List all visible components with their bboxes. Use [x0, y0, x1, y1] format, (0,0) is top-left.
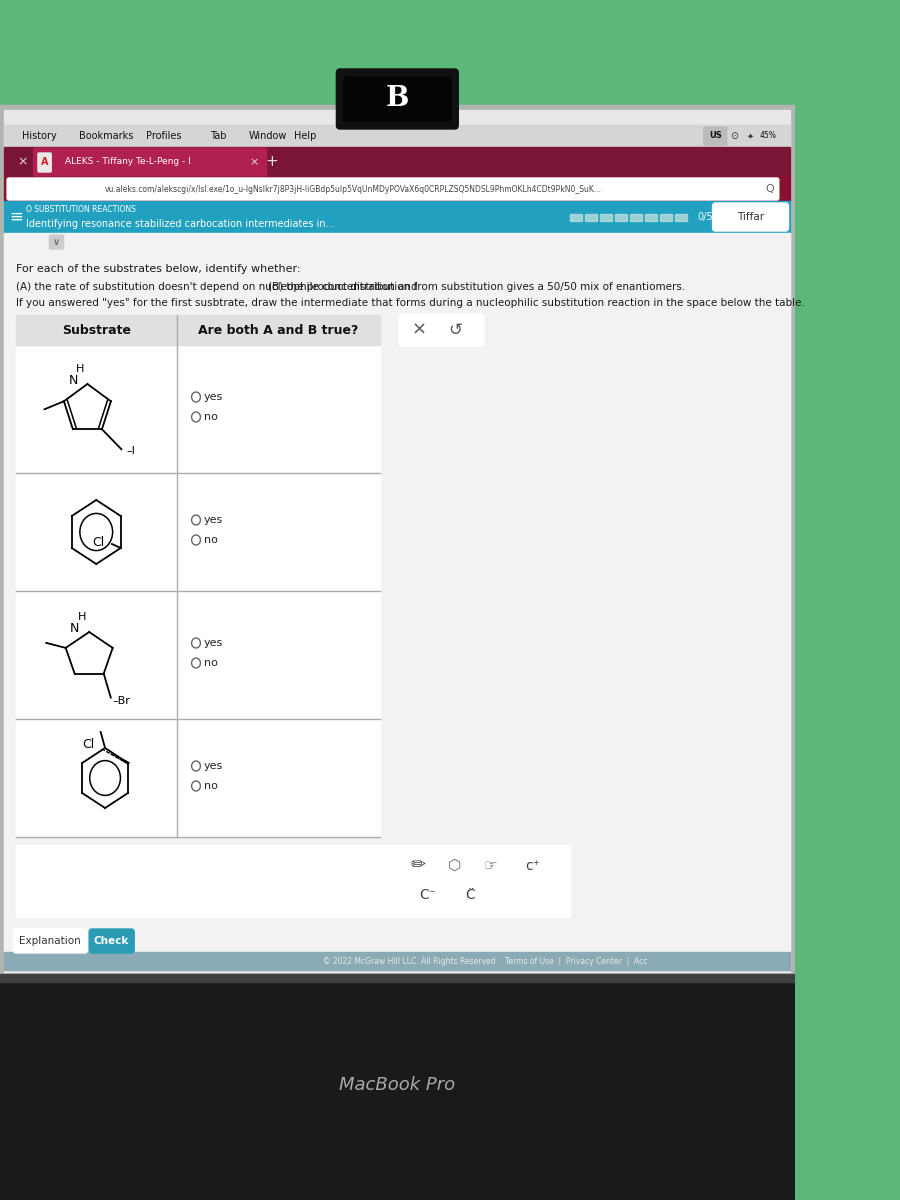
Bar [4, 176, 790, 200]
Bar [570, 214, 582, 221]
Text: ✦: ✦ [747, 132, 754, 140]
Text: N: N [68, 373, 78, 386]
FancyBboxPatch shape [33, 148, 266, 176]
Text: ⊙: ⊙ [731, 131, 739, 140]
Text: 45%: 45% [760, 132, 777, 140]
Text: O SUBSTITUTION REACTIONS: O SUBSTITUTION REACTIONS [26, 205, 137, 215]
Text: Cl: Cl [93, 535, 104, 548]
Text: ⬡: ⬡ [448, 858, 462, 874]
Text: Identifying resonance stabilized carbocation intermediates in...: Identifying resonance stabilized carboca… [26, 220, 335, 229]
FancyBboxPatch shape [713, 203, 788, 230]
Text: Q: Q [766, 184, 774, 194]
Bar [630, 214, 642, 221]
Text: For each of the substrates below, identify whether:: For each of the substrates below, identi… [16, 264, 301, 274]
Text: C⁻: C⁻ [419, 888, 436, 901]
Text: Explanation: Explanation [20, 936, 81, 946]
Text: yes: yes [204, 392, 223, 402]
FancyBboxPatch shape [38, 152, 51, 172]
Bar [0, 974, 795, 982]
Text: ∨: ∨ [53, 236, 60, 247]
Text: © 2022 McGraw Hill LLC. All Rights Reserved.   Terms of Use  |  Privacy Center  : © 2022 McGraw Hill LLC. All Rights Reser… [323, 956, 648, 966]
Bar [0, 970, 795, 1200]
Text: ALEKS - Tiffany Te-L-Peng - l: ALEKS - Tiffany Te-L-Peng - l [65, 157, 191, 167]
Text: –Br: –Br [112, 696, 130, 706]
Bar [644, 214, 657, 221]
Text: A: A [41, 157, 49, 167]
Bar [4, 110, 790, 972]
Text: yes: yes [204, 761, 223, 770]
Text: ☞: ☞ [483, 858, 497, 874]
Text: ×: × [412, 320, 427, 338]
Bar [4, 200, 790, 233]
Bar [0, 104, 795, 974]
FancyBboxPatch shape [89, 929, 134, 953]
Bar [4, 125, 790, 146]
Text: Window: Window [249, 131, 287, 140]
Text: C̈: C̈ [465, 888, 475, 901]
Text: H: H [76, 364, 85, 374]
FancyBboxPatch shape [14, 929, 87, 953]
Bar [4, 233, 790, 251]
Bar [16, 314, 380, 346]
FancyBboxPatch shape [7, 178, 778, 200]
FancyBboxPatch shape [399, 847, 559, 914]
Text: Tab: Tab [210, 131, 227, 140]
Text: Bookmarks: Bookmarks [79, 131, 134, 140]
Text: –I: –I [127, 446, 136, 456]
Bar [16, 314, 380, 838]
Text: Check: Check [94, 936, 129, 946]
Text: ×: × [249, 157, 259, 167]
Text: no: no [204, 781, 218, 791]
FancyBboxPatch shape [404, 851, 433, 881]
FancyBboxPatch shape [344, 77, 451, 121]
Bar [16, 845, 570, 917]
FancyBboxPatch shape [704, 127, 726, 145]
Text: US: US [709, 132, 722, 140]
Text: B: B [385, 85, 409, 113]
Bar [4, 146, 790, 176]
Text: no: no [204, 658, 218, 668]
Text: (A) the rate of substitution doesn't depend on nucleophile concentration and: (A) the rate of substitution doesn't dep… [16, 282, 421, 292]
Bar [615, 214, 627, 221]
Text: ×: × [17, 156, 27, 168]
Text: 0/5: 0/5 [698, 212, 713, 222]
Bar [660, 214, 672, 221]
Text: ≡: ≡ [9, 208, 22, 226]
FancyBboxPatch shape [399, 314, 484, 346]
Text: no: no [204, 535, 218, 545]
Text: (B) the product distribution from substitution gives a 50/50 mix of enantiomers.: (B) the product distribution from substi… [267, 282, 685, 292]
Text: N: N [69, 622, 79, 635]
Text: vu.aleks.com/alekscgi/x/lsl.exe/1o_u-IgNslkr7j8P3jH-liGBdp5ulp5VqUnMDyPOVaX6q0CR: vu.aleks.com/alekscgi/x/lsl.exe/1o_u-IgN… [104, 185, 602, 193]
Text: ↺: ↺ [448, 320, 462, 338]
Text: Profiles: Profiles [146, 131, 181, 140]
Bar [4, 251, 790, 952]
Bar [675, 214, 687, 221]
Text: If you answered "yes" for the first susbtrate, draw the intermediate that forms : If you answered "yes" for the first susb… [16, 298, 805, 308]
Text: ✏: ✏ [411, 857, 426, 875]
FancyBboxPatch shape [337, 68, 458, 128]
Bar [4, 952, 790, 970]
Bar [584, 214, 597, 221]
Bar [599, 214, 612, 221]
Text: +: + [266, 155, 278, 169]
Text: c⁺: c⁺ [525, 858, 540, 872]
Text: Tiffar: Tiffar [737, 212, 764, 222]
Text: no: no [204, 412, 218, 422]
Text: Are both A and B true?: Are both A and B true? [198, 324, 358, 336]
Text: H: H [78, 612, 86, 622]
Text: yes: yes [204, 638, 223, 648]
Text: Cl: Cl [82, 738, 94, 750]
Text: History: History [22, 131, 57, 140]
Text: yes: yes [204, 515, 223, 526]
Text: Substrate: Substrate [62, 324, 130, 336]
FancyBboxPatch shape [50, 235, 64, 248]
Text: Help: Help [294, 131, 317, 140]
Text: MacBook Pro: MacBook Pro [339, 1076, 455, 1094]
